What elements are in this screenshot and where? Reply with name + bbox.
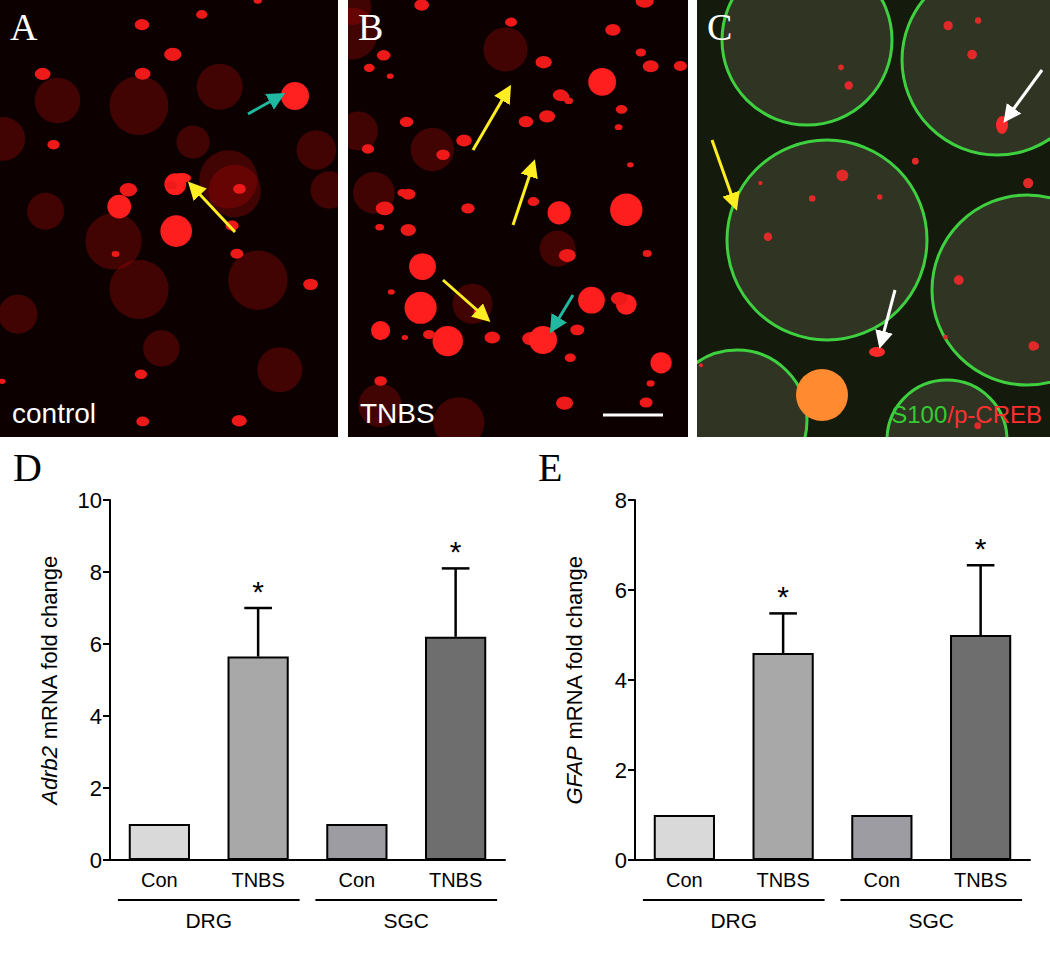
svg-text:6: 6 [90,632,102,657]
svg-text:A: A [10,6,38,48]
svg-text:2: 2 [90,776,102,801]
svg-text:Con: Con [864,869,901,891]
svg-text:*: * [450,535,462,568]
svg-text:Con: Con [339,869,376,891]
svg-text:SGC: SGC [383,909,429,932]
svg-text:C: C [707,6,732,48]
svg-text:6: 6 [615,578,627,603]
svg-text:*: * [975,532,987,565]
svg-text:Con: Con [141,869,178,891]
svg-text:mRNA fold change: mRNA fold change [562,556,587,746]
svg-text:D: D [13,445,42,490]
svg-text:0: 0 [615,848,627,873]
svg-text:8: 8 [615,488,627,513]
svg-text:0: 0 [90,848,102,873]
svg-text:E: E [538,445,562,490]
svg-text:4: 4 [615,668,627,693]
svg-text:TNBS: TNBS [429,869,482,891]
svg-text:Adrb2: Adrb2 [37,746,62,807]
svg-text:DRG: DRG [185,909,232,932]
svg-text:*: * [252,575,264,608]
svg-text:Con: Con [666,869,703,891]
svg-text:TNBS: TNBS [756,869,809,891]
svg-text:*: * [777,580,789,613]
svg-text:2: 2 [615,758,627,783]
svg-text:control: control [12,398,96,429]
svg-text:S100/p-CREB: S100/p-CREB [891,401,1042,428]
svg-text:B: B [358,6,383,48]
svg-text:DRG: DRG [710,909,757,932]
svg-text:SGC: SGC [908,909,954,932]
svg-text:8: 8 [90,560,102,585]
svg-text:mRNA fold change: mRNA fold change [37,556,62,746]
svg-text:TNBS: TNBS [231,869,284,891]
svg-text:TNBS: TNBS [954,869,1007,891]
svg-text:GFAP: GFAP [562,746,587,805]
svg-text:4: 4 [90,704,102,729]
svg-text:TNBS: TNBS [360,398,435,429]
svg-text:10: 10 [78,488,102,513]
